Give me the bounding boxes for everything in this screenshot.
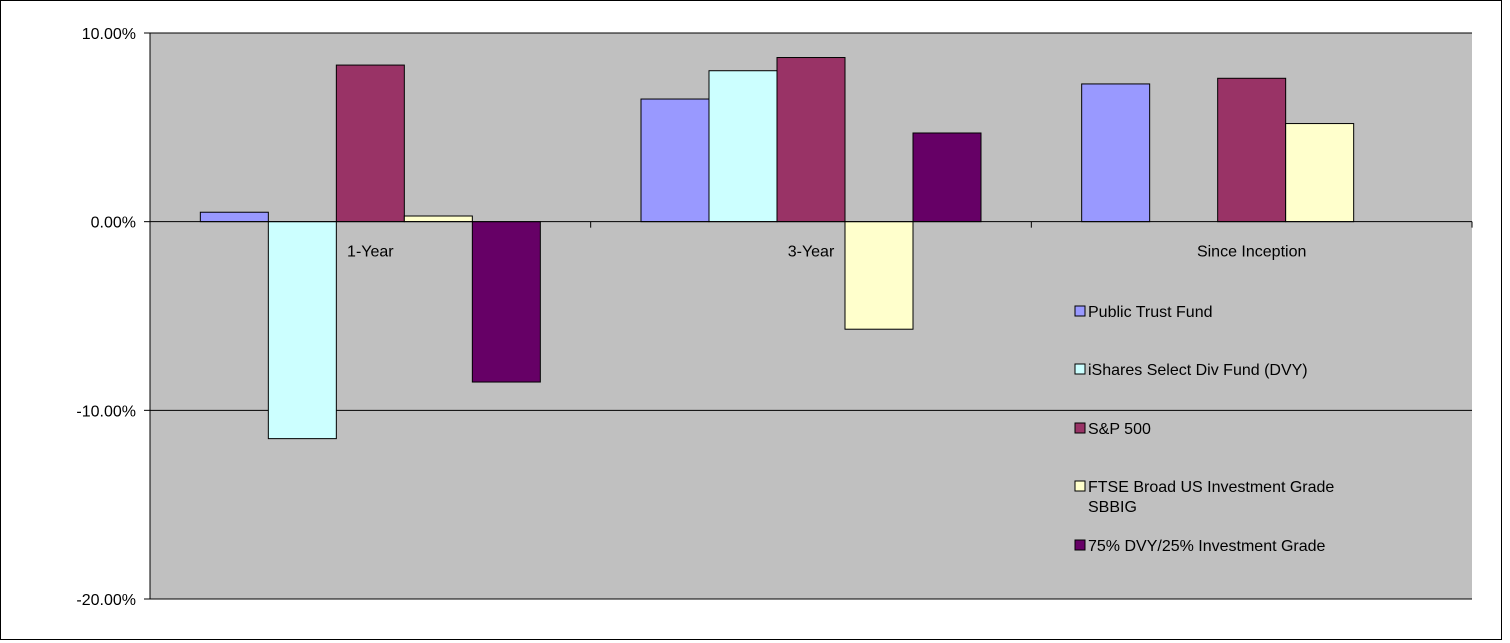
legend-swatch <box>1074 305 1086 317</box>
legend-label: iShares Select Div Fund (DVY) <box>1088 362 1308 379</box>
axes <box>144 32 1473 600</box>
gridlines <box>150 32 1472 411</box>
bar <box>708 70 778 223</box>
bar <box>640 98 710 223</box>
bars <box>199 57 1355 440</box>
y-tick-label: 0.00% <box>91 215 136 232</box>
legend-label: 75% DVY/25% Investment Grade <box>1088 538 1326 555</box>
legend-label: Public Trust Fund <box>1088 304 1213 321</box>
axis-labels: 10.00% 0.00% -10.00% -20.00% 1-Year 3-Year Sin… <box>76 26 1306 609</box>
y-tick-label: -10.00% <box>76 403 136 420</box>
bar <box>471 221 541 383</box>
x-category-label: 3-Year <box>788 244 835 261</box>
y-tick-label: -20.00% <box>76 592 136 609</box>
legend: Public Trust Fund iShares Select Div Fund… <box>1074 304 1334 555</box>
bar <box>267 221 337 440</box>
legend-label: FTSE Broad US Investment Grade SBBIG <box>1088 479 1334 516</box>
legend-swatch <box>1074 480 1086 492</box>
bar <box>403 215 473 223</box>
legend-swatch <box>1074 363 1086 375</box>
x-category-label: Since Inception <box>1197 244 1306 261</box>
bar <box>844 221 914 330</box>
y-tick-label: 10.00% <box>82 26 136 43</box>
bar <box>335 64 405 223</box>
bar <box>1217 77 1287 223</box>
x-category-label: 1-Year <box>347 244 394 261</box>
bar <box>1285 123 1355 223</box>
legend-swatch <box>1074 422 1086 434</box>
bar <box>199 211 269 223</box>
legend-swatch <box>1074 539 1086 551</box>
bar <box>1081 83 1151 223</box>
bar <box>776 57 846 223</box>
legend-label: S&P 500 <box>1088 421 1151 438</box>
bar <box>912 132 982 223</box>
